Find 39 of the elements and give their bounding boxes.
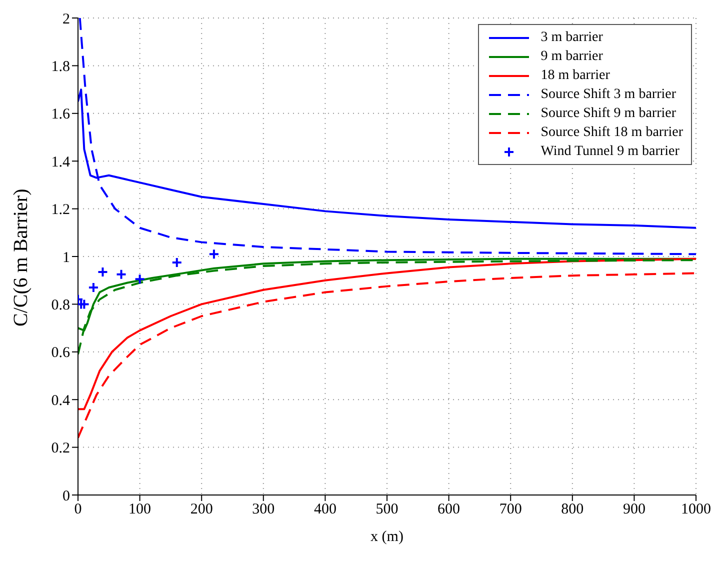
x-axis-title: x (m) <box>370 529 404 545</box>
x-tick-label: 500 <box>376 502 398 518</box>
x-tick-label: 400 <box>314 502 336 518</box>
legend-label: 9 m barrier <box>540 48 603 64</box>
point <box>97 266 108 278</box>
x-tick-label: 300 <box>252 502 275 518</box>
y-tick-label: 1.4 <box>51 154 70 170</box>
line-series <box>78 272 696 439</box>
legend-label: 18 m barrier <box>540 68 610 84</box>
point <box>208 248 220 260</box>
point <box>134 274 146 285</box>
y-tick-label: 1.2 <box>51 202 70 218</box>
point <box>116 268 127 280</box>
x-tick-label: 600 <box>438 502 460 518</box>
y-tick-label: 0.6 <box>51 345 70 362</box>
y-tick-label: 0.4 <box>51 392 70 409</box>
y-tick-label: 0 <box>62 488 70 504</box>
y-tick-label: 0.2 <box>51 440 70 457</box>
x-tick-label: 200 <box>190 502 213 518</box>
point <box>88 282 99 294</box>
y-tick-label: 0.8 <box>51 298 70 314</box>
y-tick-label: 2 <box>62 11 70 28</box>
x-tick-label: 900 <box>622 502 646 518</box>
legend-label: Source Shift 3 m barrier <box>540 86 676 102</box>
x-tick-label: 800 <box>561 502 584 518</box>
point <box>171 256 182 268</box>
legend-label: Source Shift 9 m barrier <box>540 106 676 122</box>
x-tick-label: 700 <box>499 502 522 518</box>
y-tick-label: 1 <box>62 250 70 266</box>
y-axis-title: C/C(6 m Barrier) <box>10 188 32 326</box>
line-series <box>78 258 696 410</box>
x-tick-label: 100 <box>128 502 152 518</box>
legend-label: Source Shift 18 m barrier <box>540 124 683 140</box>
legend-label: 3 m barrier <box>540 30 603 46</box>
x-tick-label: 1000 <box>681 502 711 518</box>
y-tick-label: 1.6 <box>51 106 70 123</box>
x-tick-label: 0 <box>74 502 82 518</box>
legend-label: Wind Tunnel 9 m barrier <box>540 144 680 160</box>
y-tick-label: 1.8 <box>51 59 70 76</box>
